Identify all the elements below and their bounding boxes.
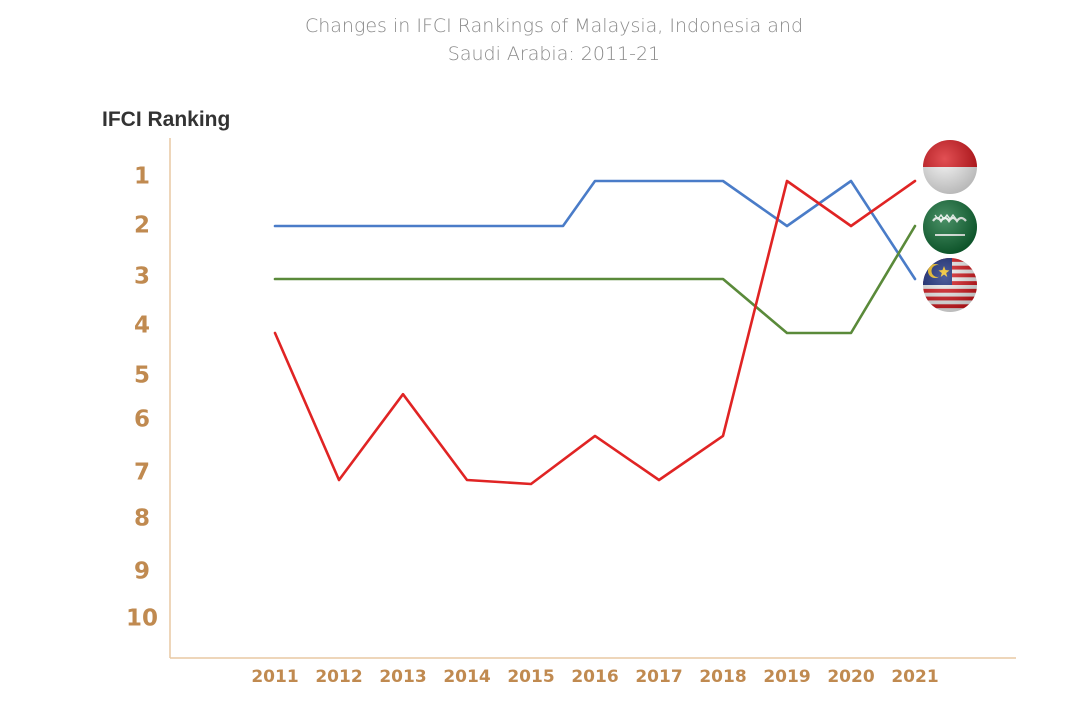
series-line-malaysia [273, 179, 917, 486]
series-line-saudi-arabia [273, 224, 917, 335]
y-tick-label: 5 [134, 363, 150, 389]
x-tick-label: 2012 [315, 667, 362, 687]
y-tick-label: 10 [126, 606, 158, 632]
series-line-indonesia [273, 179, 917, 281]
saudi-arabia-flag-icon [923, 200, 977, 254]
chart-title-line-2: Saudi Arabia: 2011-21 [447, 43, 661, 65]
y-tick-label: 2 [134, 213, 150, 239]
axes [169, 138, 1016, 659]
y-tick-label: 3 [134, 264, 150, 290]
y-tick-label: 9 [134, 559, 150, 585]
x-tick-label: 2013 [379, 667, 426, 687]
malaysia-flag-icon [923, 258, 977, 312]
y-axis-ticks: 1 2 3 4 5 6 7 8 9 10 [126, 164, 158, 632]
chart-title: Changes in IFCI Rankings of Malaysia, In… [0, 12, 1080, 68]
x-tick-label: 2017 [635, 667, 682, 687]
chart-title-line-1: Changes in IFCI Rankings of Malaysia, In… [304, 15, 804, 37]
x-tick-label: 2016 [571, 667, 618, 687]
indonesia-flag-icon [923, 140, 977, 194]
y-tick-label: 8 [134, 506, 150, 532]
series-lines [273, 179, 917, 486]
y-axis-label: IFCI Ranking [102, 108, 230, 131]
y-tick-label: 4 [134, 313, 150, 339]
x-tick-label: 2021 [891, 667, 938, 687]
y-tick-label: 1 [134, 164, 150, 190]
x-tick-label: 2014 [443, 667, 490, 687]
country-flags [923, 140, 977, 312]
y-tick-label: 6 [134, 407, 150, 433]
x-tick-label: 2020 [827, 667, 874, 687]
x-tick-label: 2011 [251, 667, 298, 687]
x-tick-label: 2019 [763, 667, 810, 687]
x-tick-label: 2015 [507, 667, 554, 687]
x-axis-ticks: 2011 2012 2013 2014 2015 2016 2017 2018 2019 2020… [251, 667, 938, 687]
y-tick-label: 7 [134, 460, 150, 486]
x-tick-label: 2018 [699, 667, 746, 687]
